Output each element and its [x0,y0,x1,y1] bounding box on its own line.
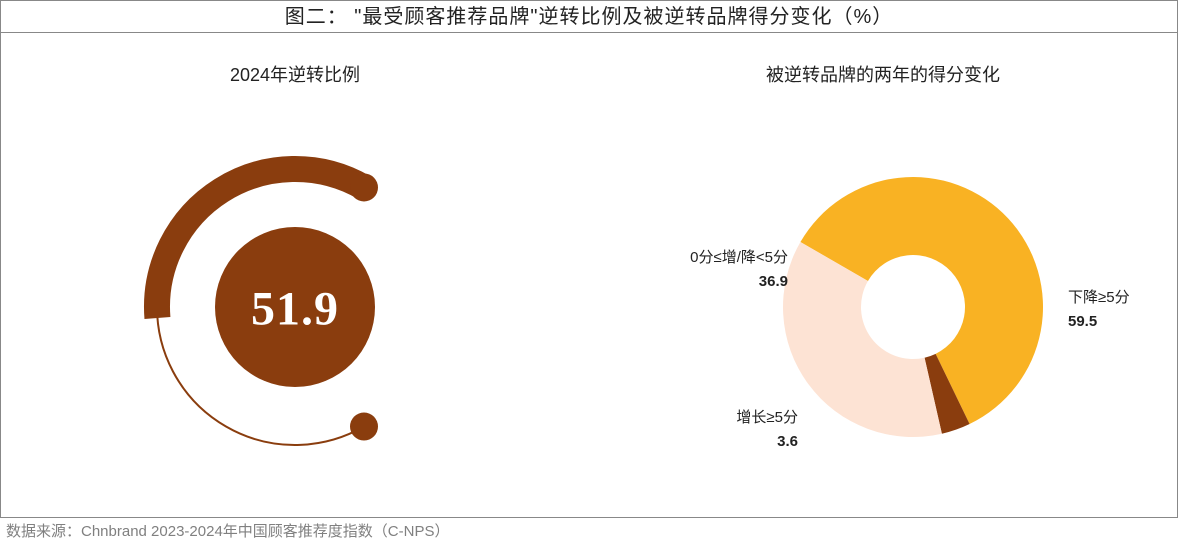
gauge-subtitle: 2024年逆转比例 [230,61,360,87]
chart-title: 图二： "最受顾客推荐品牌"逆转比例及被逆转品牌得分变化（%） [1,1,1177,33]
donut-value: 59.5 [1068,313,1097,330]
gauge-value-text: 51.9 [251,283,339,336]
donut-chart: 下降≥5分 59.5 增长≥5分 3.6 0分≤增/降<5分 36.9 [603,112,1163,492]
donut-label: 增长≥5分 [736,409,798,426]
gauge-cap-start [350,413,378,441]
donut-label: 下降≥5分 [1068,289,1130,306]
donut-hole [862,256,964,358]
donut-value: 3.6 [777,433,798,450]
gauge-panel: 2024年逆转比例 51.9 [1,33,589,517]
donut-holder: 下降≥5分 59.5 增长≥5分 3.6 0分≤增/降<5分 36.9 [589,87,1177,517]
chart-frame: 图二： "最受顾客推荐品牌"逆转比例及被逆转品牌得分变化（%） 2024年逆转比… [0,0,1178,518]
donut-value: 36.9 [759,273,788,290]
gauge-holder: 51.9 [1,87,589,517]
gauge-chart: 51.9 [85,112,505,492]
charts-row: 2024年逆转比例 51.9 被逆转品牌的两年的得分变化 下降≥5分 59.5 增长… [1,33,1177,517]
footer-source: 数据来源：Chnbrand 2023-2024年中国顾客推荐度指数（C-NPS） [6,520,449,541]
donut-label: 0分≤增/降<5分 [690,249,788,266]
gauge-cap-end [350,173,378,201]
donut-panel: 被逆转品牌的两年的得分变化 下降≥5分 59.5 增长≥5分 3.6 0分≤增/降<5分… [589,33,1177,517]
donut-subtitle: 被逆转品牌的两年的得分变化 [766,61,1000,87]
